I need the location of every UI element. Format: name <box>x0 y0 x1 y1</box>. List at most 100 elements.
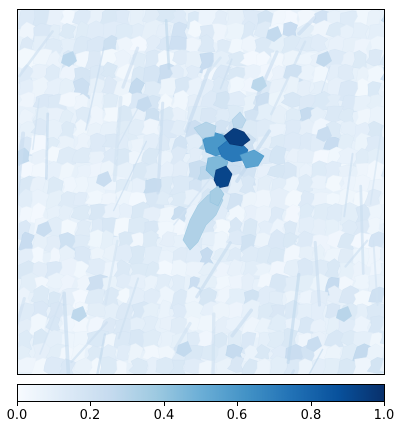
map-region <box>366 357 384 374</box>
map-streak <box>104 239 119 305</box>
colorbar-tick-label-5: 1.0 <box>373 408 395 423</box>
map-streak <box>308 348 324 374</box>
map-region <box>378 262 384 278</box>
map-region <box>310 33 329 53</box>
map-region <box>324 329 346 348</box>
map-region <box>225 246 242 262</box>
map-region <box>136 96 152 112</box>
map-region <box>254 343 271 360</box>
map-region <box>266 228 287 253</box>
map-region <box>367 315 384 336</box>
colorbar-tick-2 <box>164 402 165 406</box>
map-streak <box>321 65 331 93</box>
map-region <box>380 318 384 332</box>
map-region <box>100 61 118 79</box>
map-region <box>337 63 355 82</box>
map-hotspot-region <box>193 121 217 139</box>
map-region <box>267 260 292 279</box>
map-region <box>168 359 186 374</box>
map-region <box>266 26 282 42</box>
map-region <box>316 51 332 67</box>
map-streak <box>39 294 64 355</box>
map-region <box>155 23 172 38</box>
map-hotspot-region <box>213 165 233 189</box>
map-hotspot-region <box>209 185 225 207</box>
map-region <box>96 171 112 187</box>
map-streak <box>117 277 140 340</box>
colorbar-tick-0 <box>17 402 18 406</box>
map-hotspot-region <box>239 149 265 169</box>
map-region <box>254 358 271 374</box>
map-region <box>378 192 384 207</box>
map-region <box>251 76 267 92</box>
map-region <box>381 223 384 233</box>
map-region <box>379 178 384 194</box>
map-region <box>114 359 128 374</box>
map-region <box>197 34 216 53</box>
map-region <box>322 357 341 374</box>
map-hotspot-region <box>182 191 224 251</box>
map-region <box>61 51 77 67</box>
map-region <box>379 94 384 108</box>
map-region <box>336 306 352 322</box>
colorbar-tick-4 <box>311 402 312 406</box>
map-streak <box>344 239 369 268</box>
map-region <box>71 306 87 322</box>
map-streak <box>70 321 109 364</box>
map-region <box>380 80 384 92</box>
map-streak <box>372 239 379 307</box>
map-region <box>368 231 384 249</box>
map-streak <box>211 312 216 374</box>
map-streak <box>112 95 123 183</box>
map-region <box>141 118 160 137</box>
map-streak <box>164 18 171 70</box>
map-region <box>296 173 313 194</box>
map-region <box>379 332 384 345</box>
map-streak <box>369 124 383 205</box>
map-region <box>316 126 332 142</box>
map-streak <box>116 104 141 149</box>
map-streak <box>359 184 365 275</box>
map-streak <box>313 240 322 307</box>
map-region <box>366 65 384 86</box>
map-region <box>367 105 384 127</box>
map-region <box>71 234 93 251</box>
map-streak <box>121 46 140 89</box>
map-region <box>324 258 341 281</box>
map-streak <box>252 50 279 105</box>
map-region <box>380 240 384 249</box>
map-region <box>199 107 218 124</box>
map-region <box>378 306 384 319</box>
map-region <box>198 360 214 374</box>
colorbar-tick-label-2: 0.4 <box>153 408 175 423</box>
map-region <box>379 359 384 372</box>
colorbar-tick-1 <box>90 402 91 406</box>
map-streak <box>96 333 107 374</box>
colorbar-gradient <box>18 385 384 401</box>
map-streak <box>32 97 40 151</box>
map-streak <box>173 321 192 351</box>
map-region <box>309 174 327 190</box>
map-region <box>269 355 289 374</box>
map-streak <box>195 241 232 299</box>
colorbar-tick-label-1: 0.2 <box>79 408 101 423</box>
map-region <box>381 294 384 303</box>
map-region <box>380 166 384 177</box>
map-region <box>306 336 322 352</box>
map-streak <box>297 16 317 36</box>
colorbar-tick-3 <box>237 402 238 406</box>
colorbar-tick-label-0: 0.0 <box>6 408 28 423</box>
map-region <box>380 150 384 165</box>
map-region <box>309 318 327 334</box>
map-region <box>241 358 260 374</box>
map-region <box>382 42 384 48</box>
map-region <box>297 189 315 209</box>
map-region <box>45 50 63 69</box>
map-streak <box>203 56 222 78</box>
colorbar-tick-5 <box>384 402 385 406</box>
map-streak <box>112 140 148 212</box>
choropleth-map <box>17 9 385 375</box>
map-streak <box>173 172 216 226</box>
map-streak <box>44 112 50 180</box>
map-region <box>382 136 384 153</box>
